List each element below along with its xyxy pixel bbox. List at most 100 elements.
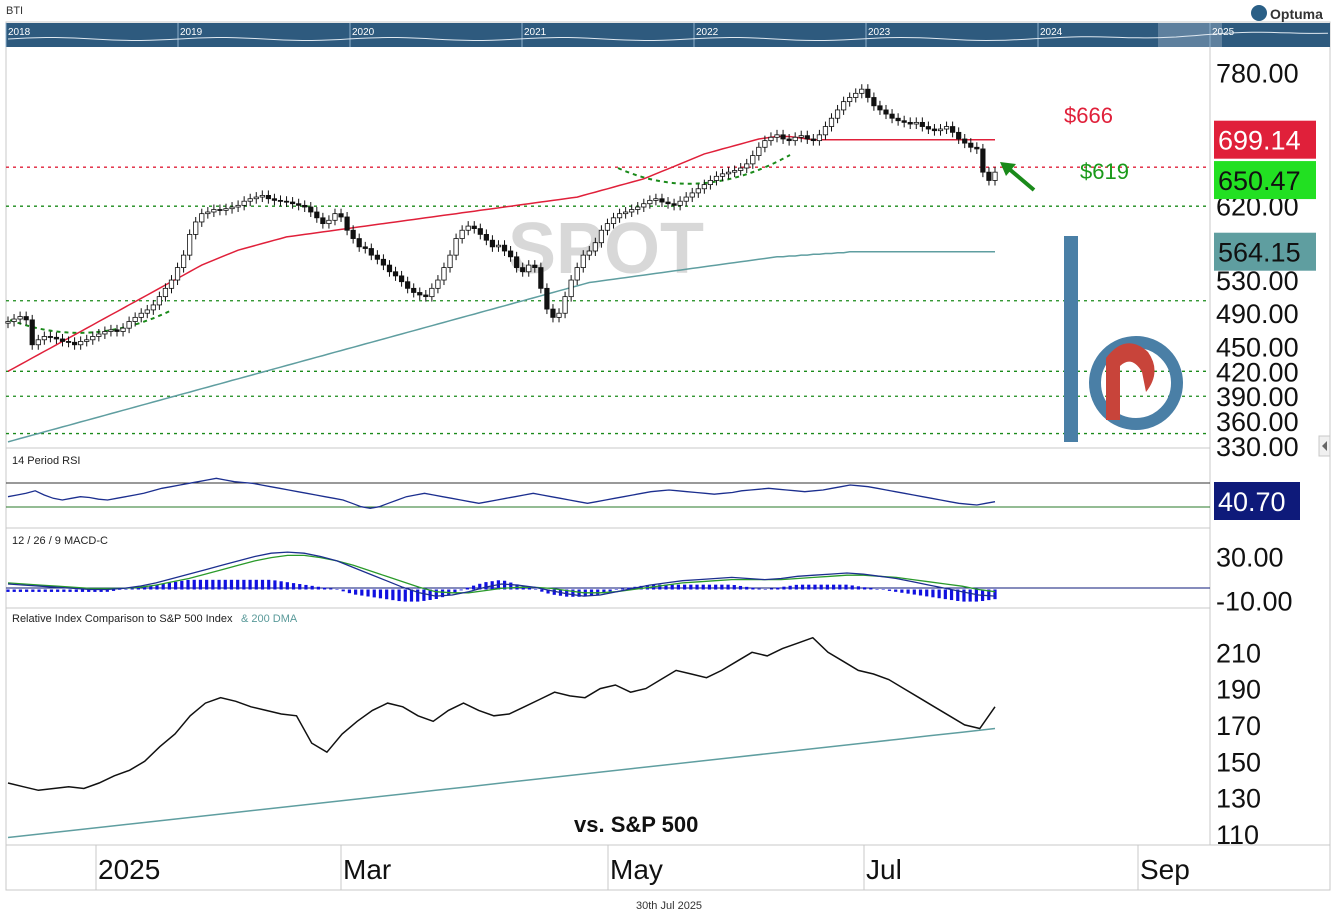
navigator-year-label: 2025 xyxy=(1212,27,1235,38)
macd-tick-label: 30.00 xyxy=(1216,543,1284,573)
candle-body xyxy=(919,121,925,127)
macd-histogram-bar xyxy=(869,588,873,590)
candle-body xyxy=(223,208,229,211)
macd-histogram-bar xyxy=(93,589,97,592)
candle-body xyxy=(453,238,459,256)
candle-body xyxy=(774,134,780,138)
macd-histogram-bar xyxy=(825,584,829,590)
candle-body xyxy=(483,234,489,241)
price-value-label: 564.15 xyxy=(1218,238,1301,268)
candle-body xyxy=(59,338,66,342)
candle-body xyxy=(96,333,102,337)
candle-body xyxy=(78,341,84,346)
macd-histogram-bar xyxy=(366,589,370,597)
candle-body xyxy=(514,256,520,268)
macd-histogram-bar xyxy=(111,589,116,591)
price-value-label: 650.47 xyxy=(1218,166,1301,196)
macd-histogram-bar xyxy=(43,589,47,592)
candle-body xyxy=(235,204,241,208)
candle-body xyxy=(725,171,732,175)
relative-panel: Relative Index Comparison to S&P 500 Ind… xyxy=(7,609,1261,850)
candle-body xyxy=(962,138,968,144)
macd-histogram-bar xyxy=(310,585,314,590)
macd-histogram-bar xyxy=(372,589,376,598)
macd-histogram-bar xyxy=(720,584,724,590)
macd-histogram-bar xyxy=(987,589,991,601)
macd-histogram-bar xyxy=(62,589,66,592)
macd-histogram-bar xyxy=(776,587,780,590)
relative-title: Relative Index Comparison to S&P 500 Ind… xyxy=(12,609,298,626)
candle-body xyxy=(259,195,265,198)
macd-histogram-bar xyxy=(807,584,811,590)
resistance-label: $666 xyxy=(1064,103,1113,128)
macd-histogram-bar xyxy=(31,589,35,592)
macd-histogram-bar xyxy=(962,589,966,602)
macd-histogram-bar xyxy=(925,589,929,597)
macd-histogram-bar xyxy=(254,579,258,590)
optuma-logo-text: Optuma xyxy=(1270,6,1323,22)
macd-histogram-bar xyxy=(267,579,271,590)
brand-logo-ring xyxy=(1089,336,1183,430)
macd-histogram-bar xyxy=(639,585,643,590)
candle-body xyxy=(550,308,556,318)
navigator-strip[interactable]: 2018 2019 2020 2021 2022 2023 2024 2025 xyxy=(5,23,1330,47)
macd-histogram-bar xyxy=(620,588,625,590)
macd-histogram-bar xyxy=(180,580,184,590)
candle-body xyxy=(65,341,72,343)
macd-y-axis: 30.00 -10.00 xyxy=(1216,543,1293,617)
macd-histogram-bar xyxy=(378,589,383,599)
price-value-box xyxy=(1214,120,1316,159)
cup-arc-left xyxy=(9,309,173,334)
macd-histogram-bar xyxy=(403,589,407,602)
candle-body xyxy=(804,135,810,140)
candle-body xyxy=(205,211,211,215)
arrow-head xyxy=(1000,162,1016,176)
candle-body xyxy=(120,327,126,332)
candle-body xyxy=(489,239,496,248)
macd-histogram-bar xyxy=(316,586,320,590)
candle-body xyxy=(411,287,417,293)
candle-body xyxy=(580,254,586,268)
relative-tick-label: 210 xyxy=(1216,638,1261,668)
navigator-year-label: 2018 xyxy=(8,27,31,38)
macd-histogram-bar xyxy=(397,589,401,602)
navigator-window[interactable] xyxy=(1158,23,1222,47)
macd-histogram-bar xyxy=(174,581,178,590)
candle-body xyxy=(277,199,284,202)
candle-body xyxy=(162,287,169,298)
footer-date: 30th Jul 2025 xyxy=(636,900,702,912)
candle-body xyxy=(635,206,641,210)
candle-body xyxy=(616,213,623,219)
chevron-left-icon[interactable] xyxy=(1322,441,1327,451)
candle-body xyxy=(623,211,629,215)
candle-body xyxy=(181,254,187,268)
macd-histogram-bar xyxy=(527,588,532,590)
macd-histogram-bar xyxy=(118,589,122,591)
candle-body xyxy=(907,121,913,125)
macd-histogram-bar xyxy=(602,589,606,594)
scroll-handle[interactable] xyxy=(1318,435,1331,457)
price-tick-label: 390.00 xyxy=(1216,382,1299,412)
macd-histogram-bar xyxy=(614,589,618,590)
navigator-background xyxy=(6,23,1330,47)
candle-body xyxy=(465,225,471,231)
macd-histogram-bar xyxy=(291,583,296,590)
candle-body xyxy=(392,271,399,277)
macd-histogram-bar xyxy=(664,584,668,590)
macd-histogram-bar xyxy=(205,579,209,590)
candle-body xyxy=(507,250,514,258)
candle-body xyxy=(853,92,859,98)
macd-histogram-bar xyxy=(25,589,29,592)
rsi-panel: 14 Period RSI 40.70 xyxy=(6,455,1300,520)
macd-histogram-bar xyxy=(658,584,662,590)
candle-body xyxy=(895,117,901,122)
macd-histogram-bar xyxy=(608,589,612,592)
macd-histogram-bar xyxy=(80,589,85,592)
price-value-label: 699.14 xyxy=(1218,126,1301,156)
vs-sp500-label: vs. S&P 500 xyxy=(574,812,698,837)
candle-body xyxy=(586,250,592,256)
macd-histogram-bar xyxy=(689,584,693,590)
candle-body xyxy=(429,287,435,298)
macd-histogram-bar xyxy=(229,579,234,590)
candle-body xyxy=(302,204,308,208)
